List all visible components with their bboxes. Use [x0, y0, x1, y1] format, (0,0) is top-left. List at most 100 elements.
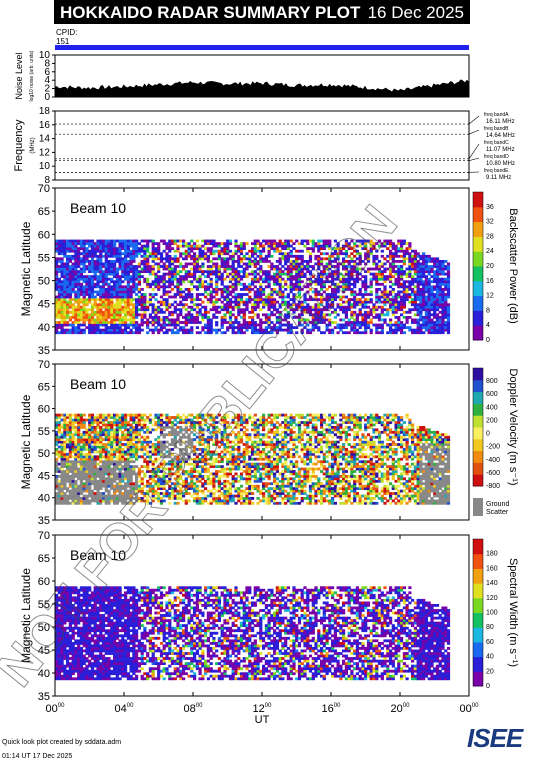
radar-cell	[154, 313, 158, 317]
radar-cell	[124, 316, 128, 319]
radar-cell	[55, 308, 59, 312]
radar-cell	[413, 331, 417, 335]
radar-cell	[113, 247, 117, 250]
radar-cell	[413, 260, 417, 263]
radar-cell	[107, 252, 111, 256]
radar-cell	[270, 321, 274, 324]
radar-cell	[93, 418, 97, 422]
radar-cell	[444, 285, 448, 289]
radar-cell	[402, 288, 406, 291]
radar-cell	[386, 290, 390, 294]
radar-cell	[259, 295, 263, 299]
radar-cell	[93, 460, 97, 464]
radar-cell	[82, 260, 86, 263]
radar-cell	[201, 270, 205, 273]
radar-cell	[187, 249, 191, 253]
radar-cell	[179, 321, 183, 324]
radar-cell	[79, 328, 83, 332]
radar-cell	[104, 423, 108, 427]
radar-cell	[306, 308, 310, 312]
radar-cell	[411, 275, 415, 278]
radar-cell	[140, 298, 144, 301]
radar-cell	[416, 303, 420, 307]
radar-cell	[79, 475, 83, 478]
radar-cell	[68, 303, 72, 307]
radar-cell	[143, 426, 147, 429]
radar-cell	[74, 426, 78, 429]
radar-cell	[419, 313, 423, 317]
radar-cell	[107, 239, 111, 243]
radar-cell	[206, 242, 210, 245]
radar-cell	[413, 280, 417, 284]
radar-cell	[110, 265, 114, 268]
radar-cell	[402, 323, 406, 327]
radar-cell	[68, 267, 72, 271]
radar-cell	[82, 295, 86, 299]
radar-cell	[209, 242, 213, 245]
radar-cell	[140, 267, 144, 271]
radar-cell	[60, 275, 64, 278]
radar-cell	[173, 254, 177, 258]
radar-cell	[212, 272, 216, 276]
radar-cell	[63, 462, 67, 466]
radar-cell	[118, 426, 122, 429]
radar-cell	[245, 323, 249, 327]
radar-cell	[212, 270, 216, 273]
radar-cell	[438, 298, 442, 301]
radar-cell	[71, 472, 75, 476]
radar-cell	[413, 267, 417, 271]
radar-cell	[140, 254, 144, 258]
radar-cell	[93, 443, 97, 446]
radar-cell	[386, 293, 390, 296]
radar-cell	[306, 310, 310, 314]
radar-cell	[206, 298, 210, 301]
radar-cell	[107, 416, 111, 419]
radar-cell	[157, 445, 161, 449]
radar-cell	[77, 303, 81, 307]
radar-cell	[132, 443, 136, 446]
radar-cell	[135, 443, 139, 446]
radar-cell	[320, 247, 324, 250]
radar-cell	[336, 285, 340, 289]
radar-cell	[430, 313, 434, 317]
radar-cell	[60, 249, 64, 253]
radar-cell	[132, 257, 136, 261]
radar-cell	[353, 303, 357, 307]
radar-cell	[110, 290, 114, 294]
radar-cell	[262, 300, 266, 304]
radar-cell	[143, 265, 147, 268]
radar-cell	[336, 275, 340, 278]
radar-cell	[184, 321, 188, 324]
radar-cell	[270, 331, 274, 335]
radar-cell	[430, 267, 434, 271]
radar-cell	[154, 482, 158, 486]
radar-cell	[129, 445, 133, 449]
radar-cell	[325, 244, 329, 248]
radar-cell	[273, 239, 277, 243]
radar-cell	[350, 275, 354, 278]
radar-cell	[234, 280, 238, 284]
radar-cell	[435, 280, 440, 284]
radar-cell	[90, 265, 95, 268]
radar-cell	[220, 288, 224, 291]
radar-cell	[60, 501, 64, 505]
radar-cell	[195, 239, 199, 243]
radar-cell	[93, 450, 97, 454]
radar-cell	[104, 435, 108, 439]
radar-cell	[146, 305, 150, 309]
radar-cell	[231, 282, 235, 286]
radar-cell	[162, 275, 166, 278]
radar-cell	[353, 282, 357, 286]
radar-cell	[118, 452, 122, 456]
radar-cell	[228, 267, 233, 271]
radar-cell	[328, 239, 332, 243]
radar-cell	[195, 262, 199, 266]
radar-cell	[90, 489, 95, 493]
radar-cell	[118, 497, 122, 500]
radar-cell	[195, 321, 199, 324]
radar-cell	[85, 489, 89, 493]
radar-cell	[143, 257, 147, 261]
radar-cell	[278, 249, 282, 253]
radar-cell	[55, 467, 59, 471]
